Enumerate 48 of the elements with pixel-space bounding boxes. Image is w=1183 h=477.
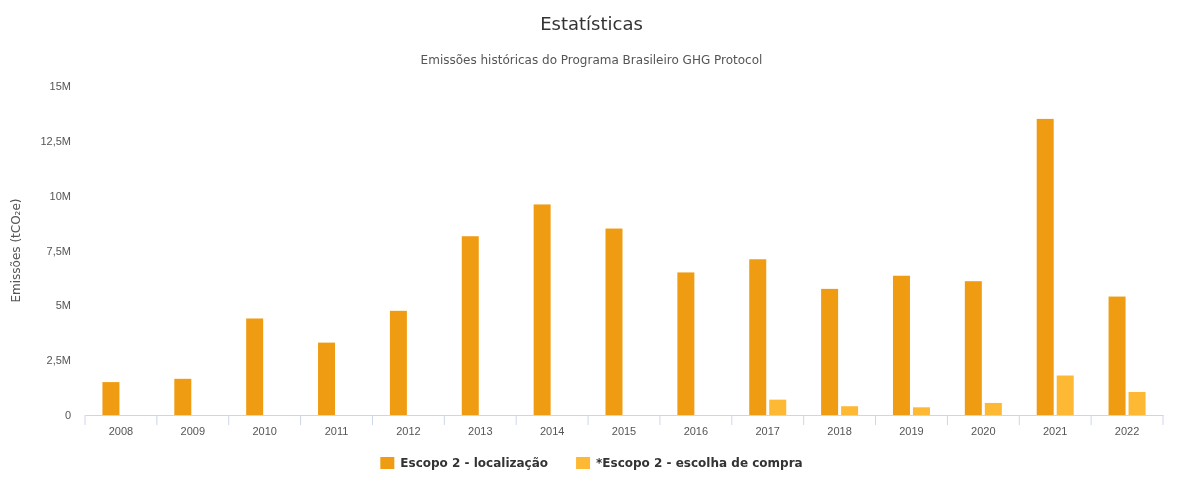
x-tick-label: 2009 [180,424,206,437]
x-tick-label: 2021 [1042,424,1068,437]
legend-label: *Escopo 2 - escolha de compra [596,456,803,470]
bar [912,407,930,415]
x-tick-label: 2011 [324,424,349,437]
bar [1108,296,1126,415]
bar [821,288,839,415]
x-tick-label: 2012 [396,424,421,437]
chart-subtitle: Emissões históricas do Programa Brasileiro GHG Protocol [420,53,763,67]
x-tick-label: 2010 [252,424,277,437]
bar [677,272,695,415]
x-tick-label: 2018 [827,424,852,437]
bar [769,399,787,415]
bar [1128,391,1146,415]
bar [389,310,407,415]
y-tick-label: 10M [49,189,71,202]
bar [984,402,1002,415]
bar [841,406,859,415]
bar [174,378,192,415]
bar [461,236,479,415]
bar [605,228,623,415]
y-tick-label: 2,5M [46,354,71,367]
x-tick-label: 2015 [611,424,637,437]
x-tick-label: 2013 [468,424,493,437]
y-tick-label: 5M [55,299,71,312]
bar [1056,375,1074,415]
y-axis-title: Emissões (tCO₂e) [9,198,23,303]
chart-title: Estatísticas [540,13,643,34]
x-tick-label: 2022 [1114,424,1140,437]
bar [749,259,767,415]
bar [1036,118,1054,415]
x-tick-label: 2017 [755,424,780,437]
bar [533,204,551,415]
y-tick-label: 7,5M [46,244,71,257]
bar [964,281,982,415]
y-tick-label: 15M [49,80,71,93]
y-tick-label: 12,5M [40,134,71,147]
bar [246,318,264,415]
bar [318,342,336,415]
bar [102,382,120,415]
x-tick-label: 2008 [108,424,134,437]
x-tick-label: 2020 [971,424,996,437]
x-tick-label: 2019 [899,424,924,437]
bar [892,275,910,415]
y-tick-label: 0 [64,409,71,422]
x-tick-label: 2016 [683,424,709,437]
legend-label: Escopo 2 - localização [400,456,549,470]
x-tick-label: 2014 [539,424,565,437]
